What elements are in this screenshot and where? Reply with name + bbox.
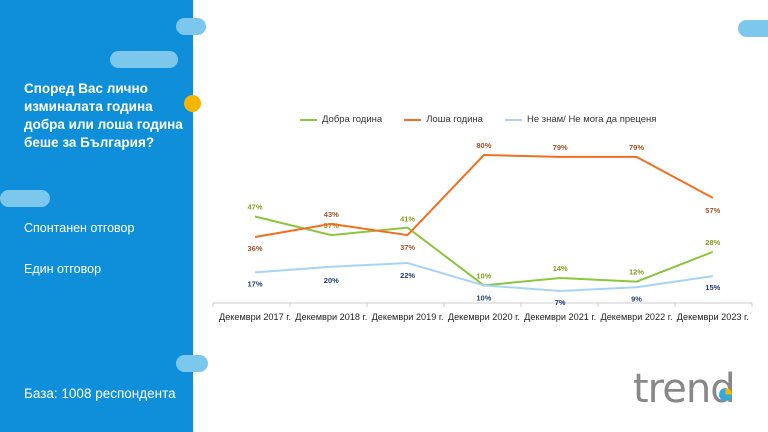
decor-pill — [176, 355, 208, 372]
data-label: 79% — [553, 143, 568, 152]
decor-pill — [110, 51, 178, 68]
data-label: 28% — [705, 238, 720, 247]
data-label: 15% — [705, 283, 720, 292]
data-label: 79% — [629, 143, 644, 152]
decor-pill — [176, 18, 206, 35]
note-spontaneous: Спонтанен отговор — [24, 221, 135, 235]
data-label: 47% — [247, 202, 262, 211]
trend-logo: trend — [633, 366, 736, 412]
x-tick-label: Декември 2017 г. — [219, 312, 291, 322]
decor-dot — [184, 95, 201, 112]
question-title: Според Вас лично изминалата година добра… — [24, 81, 183, 150]
legend-label: Лоша година — [426, 114, 483, 125]
data-label: 10% — [476, 293, 491, 302]
legend-swatch — [504, 118, 522, 121]
data-label: 43% — [324, 210, 339, 219]
sidebar — [0, 0, 193, 432]
base-text: База: 1008 респондента — [24, 386, 176, 401]
legend-swatch — [404, 118, 422, 121]
legend-item: Добра година — [300, 114, 382, 125]
data-label: 80% — [476, 141, 491, 150]
decor-pill — [738, 20, 768, 37]
x-tick-label: Декември 2021 г. — [524, 312, 596, 322]
data-label: 7% — [555, 298, 566, 307]
x-tick-label: Декември 2020 г. — [448, 312, 520, 322]
data-label: 22% — [400, 271, 415, 280]
data-label: 14% — [553, 264, 568, 273]
legend-label: Добра година — [322, 114, 383, 125]
legend-label: Не знам/ Не мога да преценя — [526, 114, 657, 125]
decor-pill — [0, 190, 50, 207]
data-label: 37% — [324, 221, 339, 230]
data-label: 57% — [705, 206, 720, 215]
data-label: 36% — [247, 244, 262, 253]
data-label: 9% — [631, 294, 642, 303]
data-label: 12% — [629, 268, 644, 277]
x-tick-label: Декември 2023 г. — [677, 312, 749, 322]
legend-swatch — [300, 118, 317, 121]
data-label: 17% — [247, 279, 262, 288]
data-label: 10% — [476, 271, 491, 280]
series-line-1 — [254, 153, 714, 238]
data-label: 20% — [324, 276, 339, 285]
legend: Добра година Лоша година Не знам/ Не мог… — [300, 114, 656, 125]
note-single: Един отговор — [24, 262, 102, 276]
x-tick-label: Декември 2019 г. — [372, 312, 444, 322]
logo-pie-icon — [719, 388, 732, 401]
data-label: 37% — [400, 243, 415, 252]
legend-item: Лоша година — [404, 114, 483, 125]
legend-item: Не знам/ Не мога да преценя — [504, 114, 657, 125]
data-label: 41% — [400, 215, 415, 224]
x-tick-label: Декември 2022 г. — [601, 312, 673, 322]
x-tick-label: Декември 2018 г. — [295, 312, 367, 322]
